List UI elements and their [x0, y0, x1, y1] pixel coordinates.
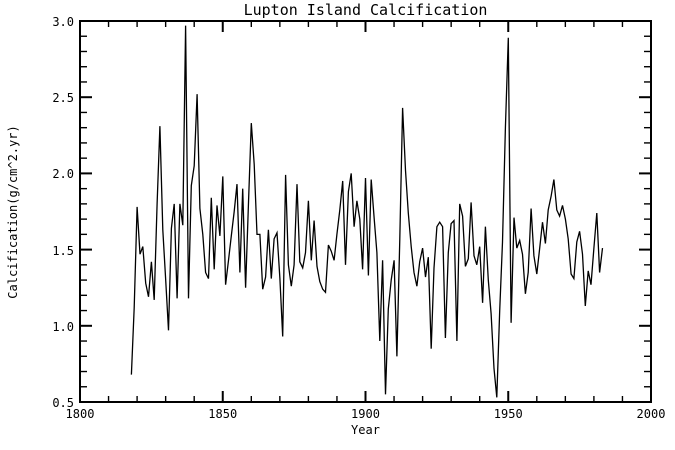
data-line-calcification	[130, 25, 604, 398]
x-tick-label: 1900	[351, 407, 380, 421]
y-tick-label: 1.5	[52, 243, 74, 258]
x-axis-label: Year	[351, 423, 380, 437]
chart-title: Lupton Island Calcification	[243, 1, 488, 19]
y-tick-label: 1.0	[52, 319, 74, 334]
x-tick-label: 2000	[636, 407, 666, 421]
y-tick-label: 2.5	[52, 91, 74, 106]
y-tick-label: 3.0	[52, 15, 74, 29]
plot-frame	[79, 20, 652, 403]
x-tick-label: 1950	[493, 407, 523, 421]
x-tick-label: 1800	[65, 407, 95, 421]
y-tick-label: 0.5	[52, 396, 74, 410]
x-tick-label: 1850	[208, 407, 238, 421]
y-tick-label: 2.0	[52, 167, 74, 182]
